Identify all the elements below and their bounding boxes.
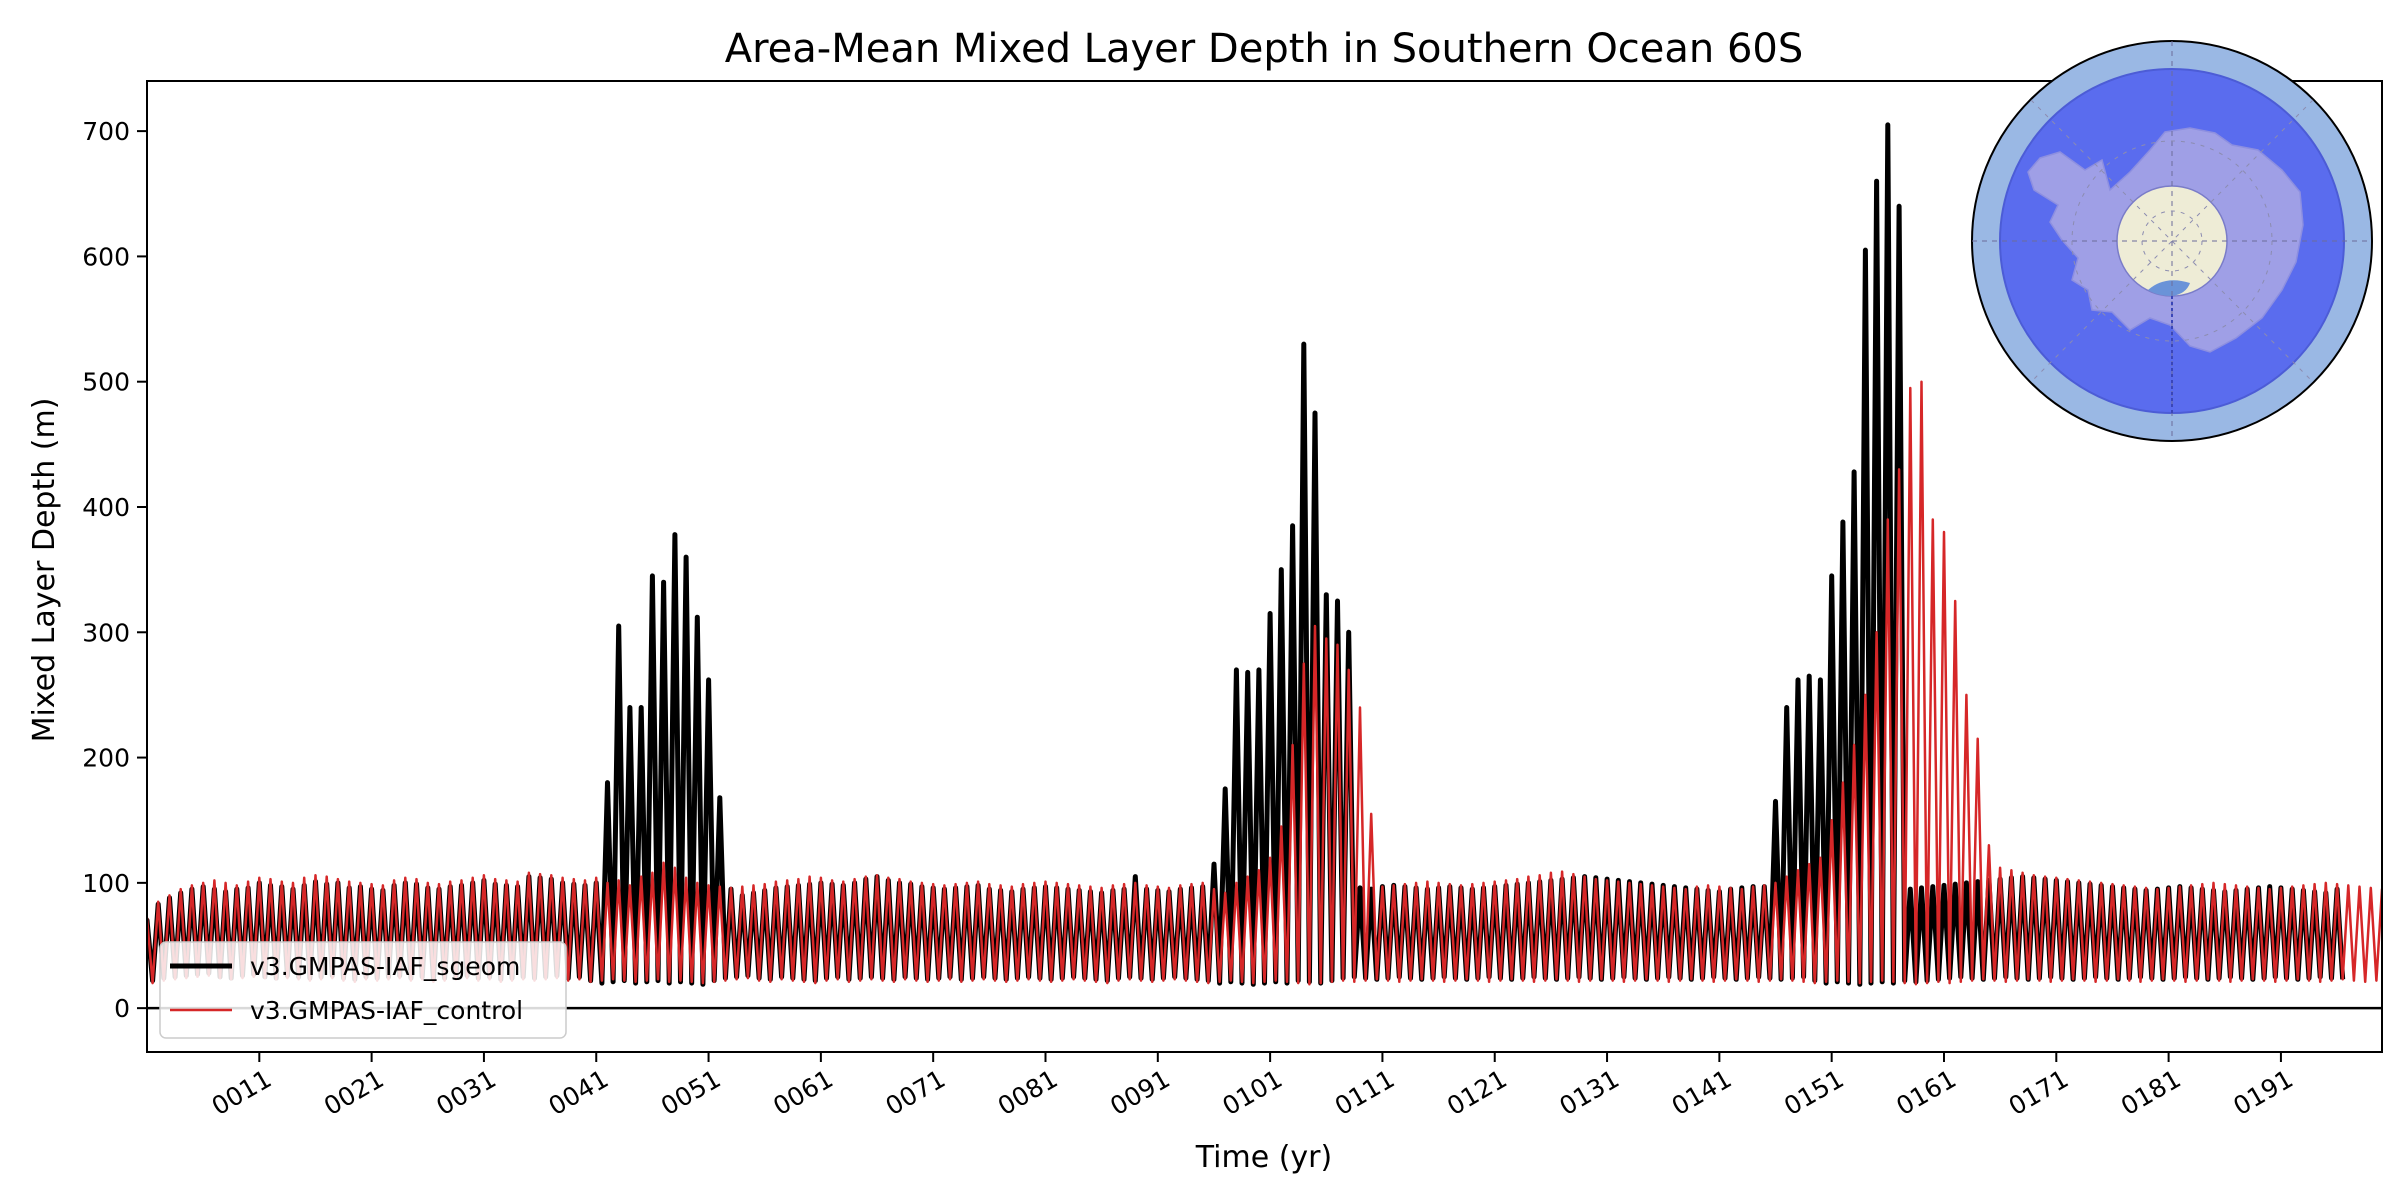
y-tick-label: 200 [82, 744, 130, 773]
legend-label-sgeom: v3.GMPAS-IAF_sgeom [250, 952, 520, 981]
inset-map-parallel-1 [2071, 140, 2273, 342]
chart-title: Area-Mean Mixed Layer Depth in Southern … [725, 26, 1804, 72]
inset-map [1971, 40, 2373, 442]
y-tick-label: 0 [114, 994, 130, 1023]
x-axis-label: Time (yr) [1195, 1140, 1332, 1175]
legend-box [159, 941, 567, 1039]
y-axis: 0 100 200 300 400 500 600 700 [82, 117, 147, 1023]
y-tick-label: 400 [82, 493, 130, 522]
inset-map-meridian-diag2 [2030, 99, 2314, 383]
y-tick-label: 600 [82, 242, 130, 271]
series-line-control [147, 380, 2382, 986]
legend-label-control: v3.GMPAS-IAF_control [250, 996, 523, 1025]
y-axis-label: Mixed Layer Depth (m) [27, 398, 62, 743]
y-tick-label: 100 [82, 869, 130, 898]
inset-map-parallel-2 [2141, 210, 2203, 272]
y-tick-label: 500 [82, 368, 130, 397]
legend: v3.GMPAS-IAF_sgeom v3.GMPAS-IAF_control [159, 941, 567, 1039]
y-tick-label: 300 [82, 618, 130, 647]
y-tick-label: 700 [82, 117, 130, 146]
series-layer [147, 122, 2382, 987]
inset-map-ross-ice-shelf [2148, 280, 2190, 296]
plot-frame [146, 80, 2383, 1053]
inset-map-meridian-diag1 [2030, 99, 2314, 383]
